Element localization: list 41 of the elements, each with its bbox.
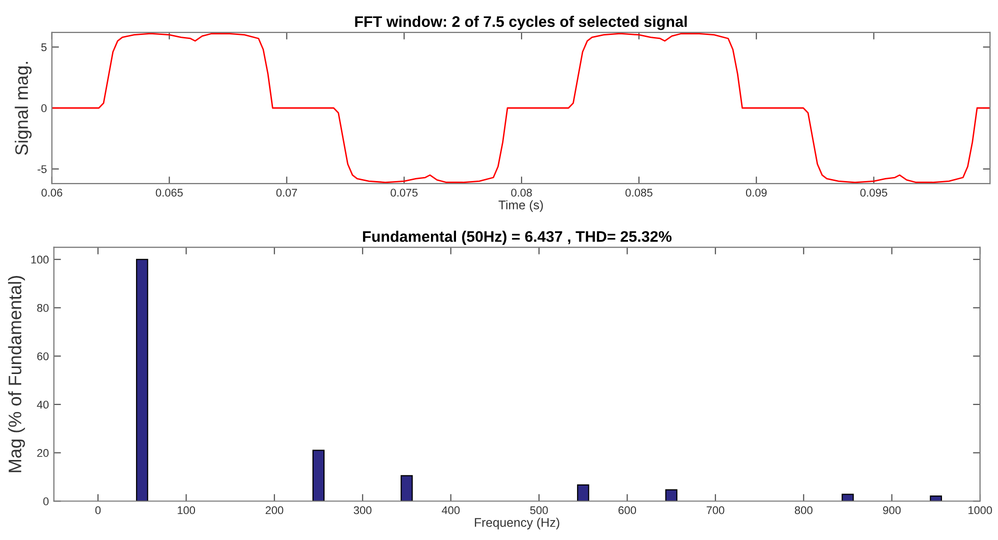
- x-tick-label: 200: [266, 506, 284, 514]
- x-tick-label: 0.07: [276, 188, 297, 197]
- x-tick-label: 1000: [968, 506, 992, 514]
- y-tick-label: -5: [38, 165, 47, 174]
- x-tick-label: 0.085: [625, 188, 652, 197]
- y-axis-title: Mag (% of Fundamental): [8, 276, 25, 472]
- bar: [665, 489, 678, 502]
- x-tick-label: 300: [354, 506, 372, 514]
- x-tick-label: 0.095: [860, 188, 888, 197]
- x-axis-title: Time (s): [498, 200, 543, 212]
- line-series: [52, 32, 990, 184]
- x-tick-label: 0: [95, 506, 101, 514]
- x-tick-label: 0.06: [42, 188, 62, 197]
- chart-title: Fundamental (50Hz) = 6.437 , THD= 25.32%: [363, 230, 672, 245]
- bar: [577, 484, 590, 502]
- bar: [312, 450, 325, 502]
- x-tick-label: 600: [618, 506, 636, 514]
- y-tick-label: 60: [37, 352, 49, 360]
- bar: [842, 494, 854, 502]
- x-tick-label: 800: [794, 506, 812, 514]
- x-tick-label: 900: [883, 506, 901, 514]
- x-tick-label: 100: [178, 506, 196, 514]
- chart-title: FFT window: 2 of 7.5 cycles of selected signal: [355, 16, 687, 30]
- x-tick-label: 0.065: [156, 188, 183, 197]
- x-tick-label: 0.075: [390, 188, 418, 197]
- y-axis-title: Signal mag.: [14, 62, 32, 155]
- x-tick-label: 400: [442, 506, 460, 514]
- y-tick-label: 100: [31, 256, 49, 264]
- x-tick-label: 0.09: [746, 188, 767, 197]
- y-tick-label: 40: [36, 400, 49, 409]
- y-tick-label: 5: [41, 43, 47, 52]
- x-tick-label: 700: [706, 506, 724, 514]
- bar: [136, 258, 148, 502]
- y-tick-label: 20: [37, 449, 49, 457]
- x-axis-title: Frequency (Hz): [474, 518, 560, 530]
- y-tick-label: 80: [37, 304, 49, 312]
- y-tick-label: 0: [43, 497, 49, 506]
- x-tick-label: 0.08: [511, 188, 532, 197]
- x-tick-label: 500: [530, 506, 548, 514]
- bar: [400, 475, 413, 502]
- y-tick-label: 0: [41, 104, 47, 112]
